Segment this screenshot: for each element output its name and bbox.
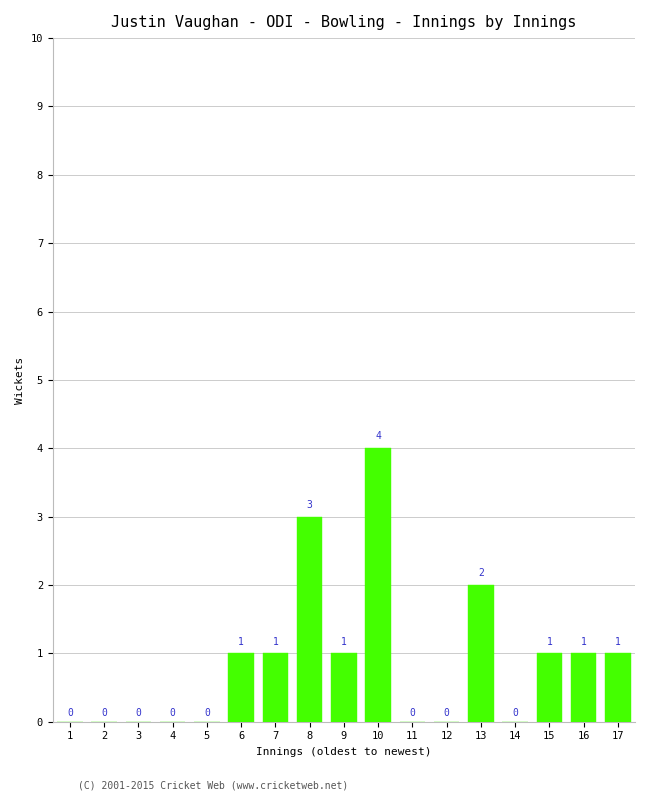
Bar	[365, 448, 391, 722]
Text: 0: 0	[512, 708, 518, 718]
Text: 0: 0	[67, 708, 73, 718]
Text: 0: 0	[135, 708, 141, 718]
Text: 1: 1	[341, 637, 347, 646]
Y-axis label: Wickets: Wickets	[15, 356, 25, 403]
Text: 1: 1	[580, 637, 586, 646]
Bar	[468, 585, 494, 722]
Text: (C) 2001-2015 Cricket Web (www.cricketweb.net): (C) 2001-2015 Cricket Web (www.cricketwe…	[78, 781, 348, 790]
Bar	[605, 654, 630, 722]
Text: 0: 0	[170, 708, 176, 718]
Text: 4: 4	[375, 431, 381, 442]
Text: 0: 0	[410, 708, 415, 718]
Bar	[571, 654, 597, 722]
Text: 2: 2	[478, 568, 484, 578]
Text: 0: 0	[204, 708, 210, 718]
X-axis label: Innings (oldest to newest): Innings (oldest to newest)	[256, 747, 432, 757]
Text: 1: 1	[547, 637, 552, 646]
Text: 3: 3	[307, 500, 313, 510]
Bar	[297, 517, 322, 722]
Bar	[331, 654, 357, 722]
Text: 0: 0	[101, 708, 107, 718]
Bar	[536, 654, 562, 722]
Text: 1: 1	[615, 637, 621, 646]
Text: 0: 0	[444, 708, 450, 718]
Title: Justin Vaughan - ODI - Bowling - Innings by Innings: Justin Vaughan - ODI - Bowling - Innings…	[111, 15, 577, 30]
Text: 1: 1	[238, 637, 244, 646]
Bar	[263, 654, 288, 722]
Bar	[228, 654, 254, 722]
Text: 1: 1	[272, 637, 278, 646]
